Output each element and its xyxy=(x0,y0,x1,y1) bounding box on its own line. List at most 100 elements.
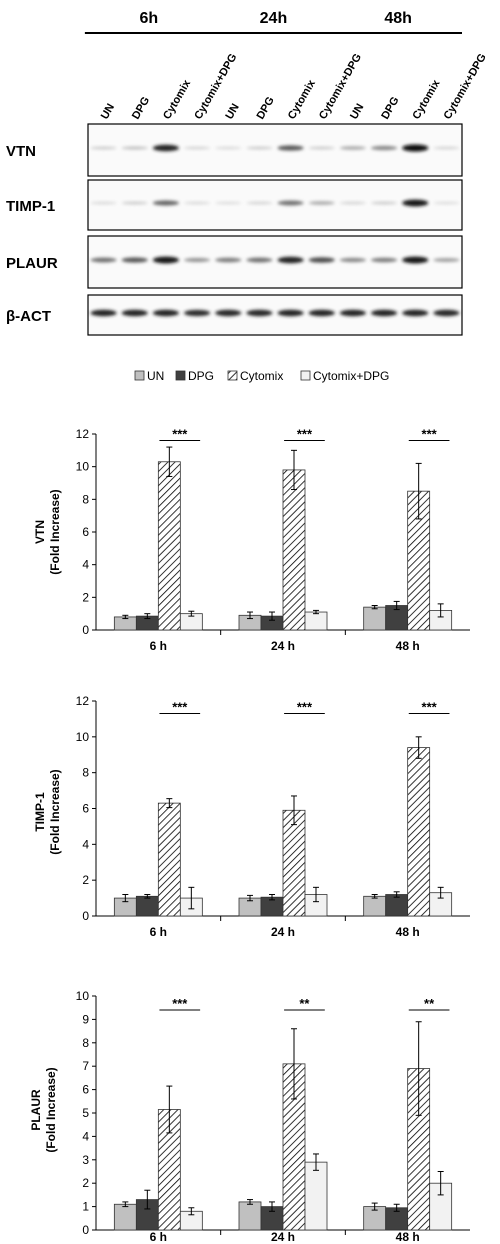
bar xyxy=(363,606,387,631)
lane-label: DPG xyxy=(130,95,152,122)
blot-band xyxy=(308,201,335,205)
bar-chart-panel: 0 2 4 6 8 10 12 TIMP-1(Fold Increase) 6 h 24 h 48 … xyxy=(33,694,470,939)
blot-band xyxy=(308,257,335,263)
lane-label: Cytomix xyxy=(410,77,443,121)
timepoint-label: 6h xyxy=(139,10,158,27)
y-tick-label: 2 xyxy=(82,590,89,604)
legend-label: UN xyxy=(147,369,164,383)
blot-band xyxy=(433,258,460,262)
legend-label: DPG xyxy=(188,369,214,383)
legend-swatch xyxy=(134,370,145,381)
error-bar xyxy=(188,1207,195,1216)
error-bar xyxy=(393,1203,400,1212)
error-bar xyxy=(371,605,378,610)
error-bar xyxy=(415,1021,422,1116)
bar xyxy=(407,747,431,917)
blot-row-label: VTN xyxy=(6,143,36,160)
blot-band xyxy=(121,257,148,263)
blot-band xyxy=(277,309,304,317)
error-bar xyxy=(269,894,275,901)
error-bar xyxy=(313,1153,319,1171)
y-tick-label: 4 xyxy=(82,1129,89,1143)
significance-label: *** xyxy=(422,427,438,442)
bar xyxy=(113,1203,137,1231)
error-bar xyxy=(122,1201,129,1208)
blot-band xyxy=(433,146,460,150)
lane-label: Cytomix xyxy=(286,77,319,121)
y-tick-label: 4 xyxy=(82,558,89,572)
significance-label: *** xyxy=(172,427,188,442)
y-tick-label: 7 xyxy=(82,1059,89,1073)
blot-row-label: PLAUR xyxy=(6,255,58,272)
bar xyxy=(385,894,409,917)
legend: UN DPG Cytomix Cytomix+DPG xyxy=(134,369,389,383)
error-bar xyxy=(437,603,444,618)
lane-label: DPG xyxy=(379,95,401,122)
y-tick-label: 10 xyxy=(76,730,90,744)
error-bar xyxy=(166,1085,173,1134)
blot-band xyxy=(402,256,429,264)
error-bar xyxy=(291,449,297,491)
blot-panel xyxy=(87,179,463,231)
y-tick-label: 6 xyxy=(82,802,89,816)
y-tick-label: 3 xyxy=(82,1153,89,1167)
legend-label: Cytomix+DPG xyxy=(313,369,389,383)
bar-chart-panel: 0 1 2 3 4 5 6 7 8 9 10 PLAUR(Fold Increase) 6 h 24 h 4… xyxy=(29,989,470,1244)
blot-band xyxy=(433,201,460,205)
blot-band xyxy=(433,309,460,317)
bar xyxy=(157,802,181,917)
error-bar xyxy=(313,886,319,903)
blot-band xyxy=(215,309,242,317)
lane-label: Cytomix xyxy=(161,77,194,121)
lane-label: UN xyxy=(223,102,241,122)
error-bar xyxy=(247,611,253,620)
blot-band xyxy=(215,257,242,263)
blot-band xyxy=(121,309,148,317)
blot-band xyxy=(152,200,180,206)
error-bar xyxy=(291,795,297,826)
y-axis-label: PLAUR(Fold Increase) xyxy=(29,1067,58,1152)
significance-label: *** xyxy=(172,700,188,715)
y-tick-label: 8 xyxy=(82,1036,89,1050)
blot-band xyxy=(402,144,429,152)
y-tick-label: 12 xyxy=(76,427,90,441)
error-bar xyxy=(269,1201,275,1212)
blot-band xyxy=(152,309,180,317)
y-tick-label: 8 xyxy=(82,492,89,506)
blot-band xyxy=(121,146,148,150)
error-bar xyxy=(247,894,253,902)
blot-row-label: β-ACT xyxy=(6,308,51,325)
significance-label: *** xyxy=(172,996,188,1011)
blot-band xyxy=(90,257,117,263)
blot-band xyxy=(183,258,211,262)
blot-band xyxy=(308,146,335,150)
error-bar xyxy=(269,611,275,621)
x-category-label: 48 h xyxy=(396,639,420,653)
error-bar xyxy=(188,610,195,617)
y-tick-label: 2 xyxy=(82,873,89,887)
bar xyxy=(304,1161,328,1231)
blot-row-label: TIMP-1 xyxy=(6,198,55,215)
bar-chart-panel: 0 2 4 6 8 10 12 VTN(Fold Increase) 6 h 24 h 48 h **… xyxy=(33,427,470,653)
blot-band xyxy=(277,256,304,264)
y-tick-label: 10 xyxy=(76,460,90,474)
y-tick-label: 9 xyxy=(82,1012,89,1026)
error-bar xyxy=(188,886,195,910)
error-bar xyxy=(313,609,319,615)
x-category-label: 48 h xyxy=(396,925,420,939)
y-tick-label: 0 xyxy=(82,1223,89,1237)
lane-label: Cytomix+DPG xyxy=(442,52,489,122)
blot-band xyxy=(339,309,367,317)
error-bar xyxy=(437,1171,444,1196)
error-bar xyxy=(371,894,378,899)
blot-band xyxy=(246,309,273,317)
significance-label: ** xyxy=(299,996,310,1011)
y-tick-label: 0 xyxy=(82,623,89,637)
x-category-label: 48 h xyxy=(396,1230,420,1244)
x-category-label: 24 h xyxy=(271,1230,295,1244)
error-bar xyxy=(371,1202,378,1211)
legend-label: Cytomix xyxy=(240,369,283,383)
x-category-label: 6 h xyxy=(150,925,167,939)
timepoint-label: 48h xyxy=(384,10,412,27)
